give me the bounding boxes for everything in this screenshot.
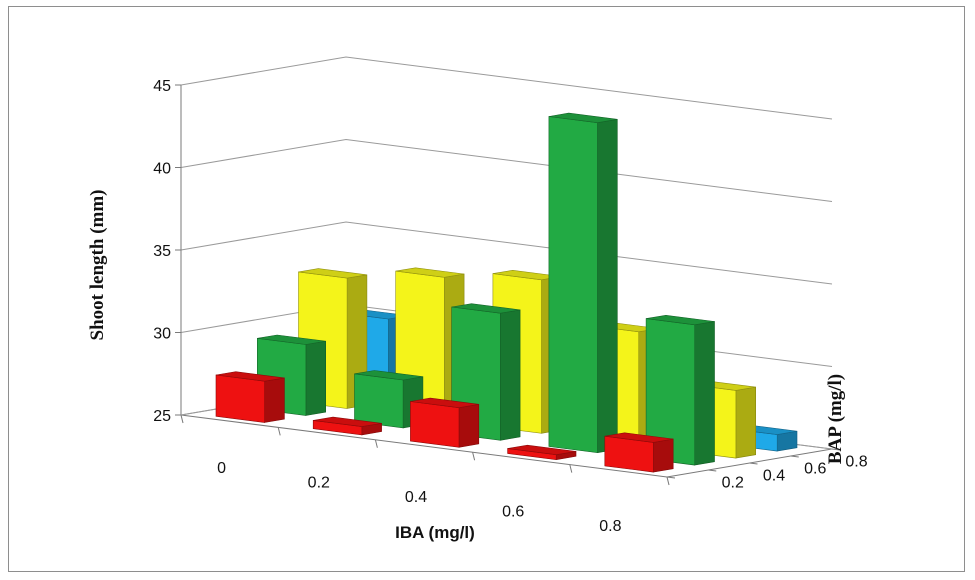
bar-top-face: [410, 397, 479, 409]
bar-0.4-0.8: [645, 314, 715, 466]
bar-side-face: [458, 403, 480, 448]
x-tick-label-1: 0.2: [308, 475, 330, 492]
bar-top-face: [395, 267, 465, 278]
x-tick-label-3: 0.6: [502, 503, 524, 520]
bar-top-face: [604, 432, 674, 443]
y-tick-label-3: 40: [153, 161, 171, 178]
bar-side-face: [735, 386, 757, 459]
x-tick-label-0: 0: [217, 460, 226, 477]
x-tick-mark-4: [569, 464, 573, 473]
bar-top-face: [215, 371, 285, 382]
bar-side-face: [305, 340, 327, 416]
bar-0.2-0.2: [312, 416, 382, 436]
y-tick-label-2: 35: [153, 243, 171, 260]
bar-0.2-0: [215, 371, 285, 423]
z-tick-mark-0: [666, 476, 676, 479]
bar-0.4-0.6: [548, 112, 618, 454]
bar-0.2-0.4: [410, 397, 480, 448]
x-tick-mark-1: [277, 427, 281, 436]
bar-top-face: [507, 444, 577, 456]
z-tick-mark-1: [708, 469, 717, 472]
y-tick-label-4: 45: [153, 78, 171, 95]
x-tick-mark-0: [180, 414, 184, 424]
y-tick-label-0: 25: [153, 408, 171, 425]
chart-frame: 25 30 35 40 45 0 0.2 0.4 0.6 0.8 0.2 0.4 0.6 0.8 Shoot…: [8, 6, 965, 572]
gridline-4: [180, 56, 833, 120]
bar-top-face: [298, 268, 367, 279]
gridline-3: [180, 138, 833, 202]
bar-top-face: [646, 314, 715, 326]
bar-side-face: [499, 309, 521, 441]
bar-0.2-0.8: [604, 432, 674, 473]
x-axis-line: [180, 414, 668, 478]
x-tick-mark-5: [666, 476, 670, 486]
z-tick-label-2: 0.6: [804, 461, 826, 478]
z-tick-mark-2: [749, 462, 758, 465]
bar-front-face: [410, 401, 460, 448]
bar-side-face: [694, 321, 715, 466]
z-tick-mark-4: [831, 448, 841, 451]
z-tick-mark-3: [790, 455, 799, 458]
chart-svg: 25 30 35 40 45 0 0.2 0.4 0.6 0.8 0.2 0.4 0.6 0.8 Shoot…: [87, 56, 868, 542]
bar-0.2-0.6: [507, 444, 577, 461]
z-tick-label-1: 0.4: [763, 468, 785, 485]
bar-side-face: [597, 118, 618, 454]
x-tick-label-2: 0.4: [405, 489, 427, 506]
x-tick-mark-2: [374, 439, 378, 448]
bar-top-face: [257, 334, 326, 345]
bar-front-face: [354, 373, 404, 429]
bar-side-face: [653, 438, 674, 473]
bar-front-face: [215, 374, 265, 423]
bar-top-face: [354, 370, 423, 381]
bar-front-face: [548, 116, 598, 454]
gridline-2: [180, 221, 833, 285]
bar-side-face: [264, 377, 285, 423]
bar-top-face: [313, 416, 382, 427]
y-axis-title: Shoot length (mm): [87, 190, 108, 341]
labels: 25 30 35 40 45 0 0.2 0.4 0.6 0.8 0.2 0.4 0.6 0.8 Shoot…: [87, 78, 868, 542]
x-tick-mark-3: [472, 452, 476, 461]
y-tick-label-1: 30: [153, 326, 171, 343]
bar-top-face: [451, 303, 521, 314]
bars: [215, 112, 798, 473]
x-axis-title: IBA (mg/l): [395, 523, 475, 542]
bar-top-face: [548, 112, 618, 124]
z-tick-label-3: 0.8: [845, 454, 867, 471]
x-tick-label-4: 0.8: [599, 518, 621, 535]
z-axis-title: BAP (mg/l): [825, 374, 846, 464]
z-tick-label-0: 0.2: [722, 475, 744, 492]
